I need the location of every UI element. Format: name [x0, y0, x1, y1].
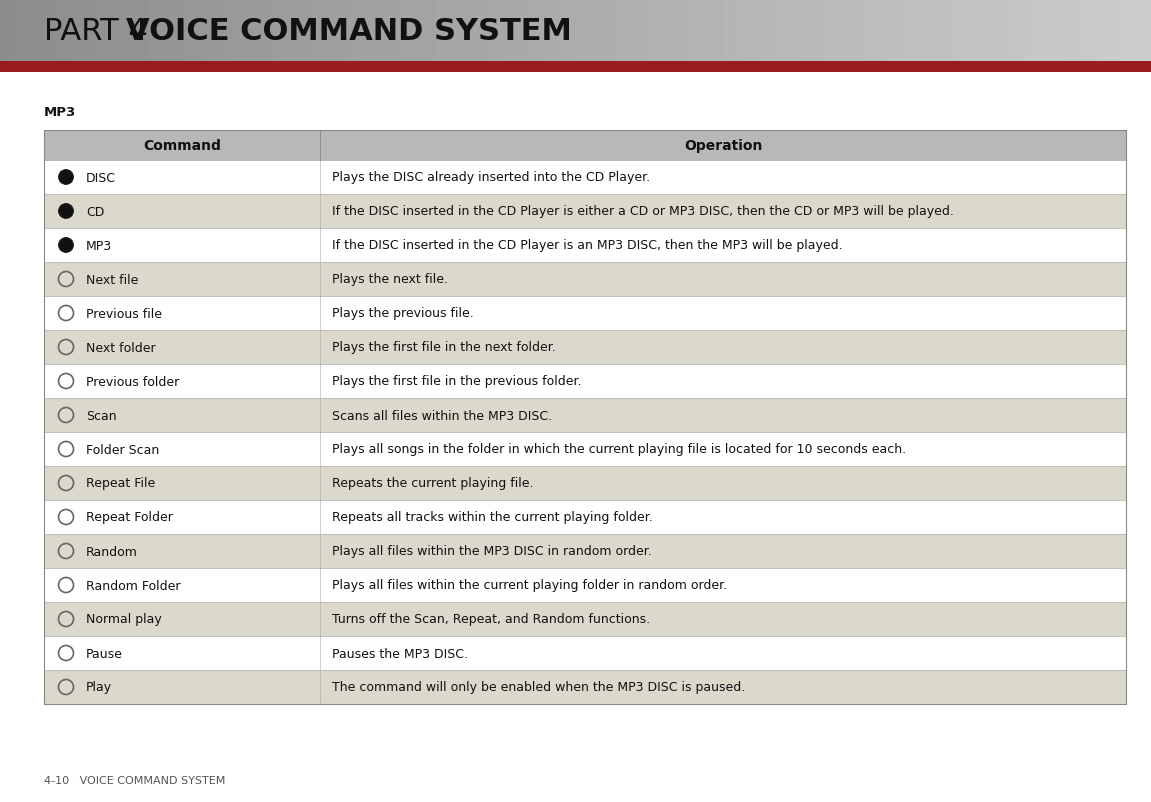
Circle shape	[59, 577, 74, 593]
Text: Plays all files within the MP3 DISC in random order.: Plays all files within the MP3 DISC in r…	[331, 545, 651, 558]
Text: Folder Scan: Folder Scan	[86, 443, 159, 456]
Text: Turns off the Scan, Repeat, and Random functions.: Turns off the Scan, Repeat, and Random f…	[331, 613, 650, 626]
Text: Repeats all tracks within the current playing folder.: Repeats all tracks within the current pl…	[331, 511, 653, 524]
Circle shape	[59, 476, 74, 491]
FancyBboxPatch shape	[44, 602, 1126, 636]
Text: Plays all songs in the folder in which the current playing file is located for 1: Plays all songs in the folder in which t…	[331, 443, 906, 456]
Circle shape	[59, 408, 74, 423]
Text: Pause: Pause	[86, 646, 123, 660]
Text: If the DISC inserted in the CD Player is either a CD or MP3 DISC, then the CD or: If the DISC inserted in the CD Player is…	[331, 205, 954, 218]
FancyBboxPatch shape	[44, 131, 1126, 160]
Text: If the DISC inserted in the CD Player is an MP3 DISC, then the MP3 will be playe: If the DISC inserted in the CD Player is…	[331, 239, 843, 252]
Text: Plays the previous file.: Plays the previous file.	[331, 307, 474, 320]
Circle shape	[59, 238, 74, 253]
Text: Previous file: Previous file	[86, 307, 162, 320]
Text: MP3: MP3	[86, 239, 112, 252]
FancyBboxPatch shape	[44, 297, 1126, 330]
Circle shape	[59, 170, 74, 185]
Circle shape	[59, 646, 74, 661]
FancyBboxPatch shape	[44, 195, 1126, 229]
Circle shape	[59, 442, 74, 457]
Circle shape	[59, 544, 74, 559]
Text: MP3: MP3	[44, 107, 76, 119]
Text: The command will only be enabled when the MP3 DISC is paused.: The command will only be enabled when th…	[331, 681, 745, 694]
FancyBboxPatch shape	[44, 399, 1126, 432]
Text: Scans all files within the MP3 DISC.: Scans all files within the MP3 DISC.	[331, 409, 552, 422]
Circle shape	[59, 306, 74, 321]
FancyBboxPatch shape	[44, 500, 1126, 534]
Circle shape	[59, 340, 74, 355]
Text: PART 4: PART 4	[44, 17, 167, 46]
Text: Plays the first file in the next folder.: Plays the first file in the next folder.	[331, 341, 556, 354]
Text: Previous folder: Previous folder	[86, 375, 180, 388]
Text: Command: Command	[143, 139, 221, 153]
Text: Operation: Operation	[684, 139, 762, 153]
Circle shape	[59, 612, 74, 626]
FancyBboxPatch shape	[44, 534, 1126, 569]
Text: Plays the first file in the previous folder.: Plays the first file in the previous fol…	[331, 375, 581, 388]
Text: Repeat File: Repeat File	[86, 477, 155, 490]
FancyBboxPatch shape	[44, 263, 1126, 297]
Circle shape	[59, 205, 74, 219]
Text: Normal play: Normal play	[86, 613, 162, 626]
FancyBboxPatch shape	[44, 160, 1126, 195]
Text: Play: Play	[86, 681, 112, 694]
FancyBboxPatch shape	[44, 569, 1126, 602]
FancyBboxPatch shape	[44, 636, 1126, 670]
FancyBboxPatch shape	[44, 330, 1126, 365]
Text: Repeats the current playing file.: Repeats the current playing file.	[331, 477, 533, 490]
Circle shape	[59, 679, 74, 695]
Text: Plays the next file.: Plays the next file.	[331, 273, 448, 286]
Circle shape	[59, 510, 74, 525]
Text: Pauses the MP3 DISC.: Pauses the MP3 DISC.	[331, 646, 468, 660]
Text: Next file: Next file	[86, 273, 138, 286]
Text: Random: Random	[86, 545, 138, 558]
Circle shape	[59, 272, 74, 287]
Text: CD: CD	[86, 205, 105, 218]
FancyBboxPatch shape	[44, 467, 1126, 500]
Text: Plays the DISC already inserted into the CD Player.: Plays the DISC already inserted into the…	[331, 172, 650, 184]
Text: 4-10   VOICE COMMAND SYSTEM: 4-10 VOICE COMMAND SYSTEM	[44, 775, 226, 785]
FancyBboxPatch shape	[0, 62, 1151, 73]
Text: Next folder: Next folder	[86, 341, 155, 354]
FancyBboxPatch shape	[44, 365, 1126, 399]
Text: Repeat Folder: Repeat Folder	[86, 511, 173, 524]
FancyBboxPatch shape	[44, 432, 1126, 467]
Text: Random Folder: Random Folder	[86, 579, 181, 592]
Text: Plays all files within the current playing folder in random order.: Plays all files within the current playi…	[331, 579, 727, 592]
Text: Scan: Scan	[86, 409, 116, 422]
Text: DISC: DISC	[86, 172, 116, 184]
FancyBboxPatch shape	[44, 670, 1126, 704]
Text: VOICE COMMAND SYSTEM: VOICE COMMAND SYSTEM	[125, 17, 572, 46]
Circle shape	[59, 374, 74, 389]
FancyBboxPatch shape	[44, 229, 1126, 263]
